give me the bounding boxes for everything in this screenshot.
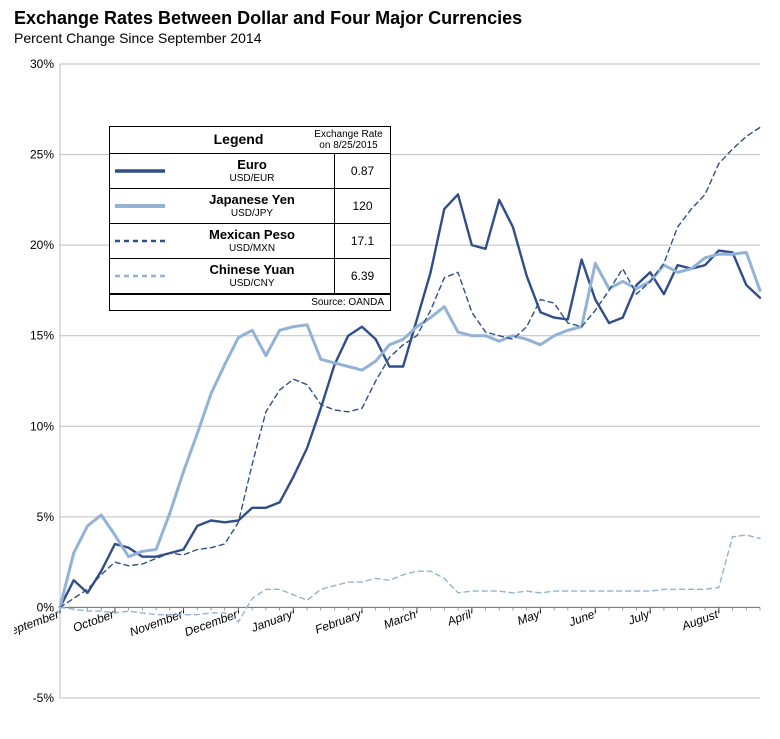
svg-text:15%: 15% [30, 329, 54, 343]
legend-rate-header-2: on 8/25/2015 [319, 140, 377, 151]
svg-text:30%: 30% [30, 57, 54, 71]
legend-sample-yuan [110, 259, 170, 293]
legend-name-yen: Japanese Yen [170, 193, 334, 207]
legend-rate-peso: 17.1 [334, 224, 390, 258]
legend-pair-euro: USD/EUR [170, 173, 334, 184]
svg-text:5%: 5% [37, 510, 55, 524]
svg-text:10%: 10% [30, 419, 54, 433]
legend-name-euro: Euro [170, 158, 334, 172]
svg-text:20%: 20% [30, 238, 54, 252]
legend-pair-peso: USD/MXN [170, 243, 334, 254]
legend-row-yuan: Chinese YuanUSD/CNY6.39 [110, 259, 390, 294]
legend-rate-euro: 0.87 [334, 154, 390, 188]
page-root: Exchange Rates Between Dollar and Four M… [0, 0, 780, 739]
legend-name-yuan: Chinese Yuan [170, 263, 334, 277]
legend-pair-yuan: USD/CNY [170, 278, 334, 289]
legend-row-peso: Mexican PesoUSD/MXN17.1 [110, 224, 390, 259]
legend-row-euro: EuroUSD/EUR0.87 [110, 154, 390, 189]
legend-panel: Legend Exchange Rate on 8/25/2015 EuroUS… [109, 126, 391, 311]
legend-sample-peso [110, 224, 170, 258]
svg-text:-5%: -5% [33, 691, 55, 705]
legend-rate-yen: 120 [334, 189, 390, 223]
legend-rate-yuan: 6.39 [334, 259, 390, 293]
legend-pair-yen: USD/JPY [170, 208, 334, 219]
legend-name-peso: Mexican Peso [170, 228, 334, 242]
legend-rows: EuroUSD/EUR0.87Japanese YenUSD/JPY120Mex… [110, 154, 390, 294]
legend-title: Legend [170, 127, 307, 153]
svg-text:25%: 25% [30, 148, 54, 162]
legend-rate-header-1: Exchange Rate [314, 129, 382, 140]
legend-row-yen: Japanese YenUSD/JPY120 [110, 189, 390, 224]
legend-sample-yen [110, 189, 170, 223]
legend-source: Source: OANDA [110, 294, 390, 310]
chart-title: Exchange Rates Between Dollar and Four M… [14, 8, 522, 29]
legend-sample-euro [110, 154, 170, 188]
chart-subtitle: Percent Change Since September 2014 [14, 30, 262, 46]
chart-container: -5%0%5%10%15%20%25%30%SeptemberOctoberNo… [14, 56, 766, 726]
